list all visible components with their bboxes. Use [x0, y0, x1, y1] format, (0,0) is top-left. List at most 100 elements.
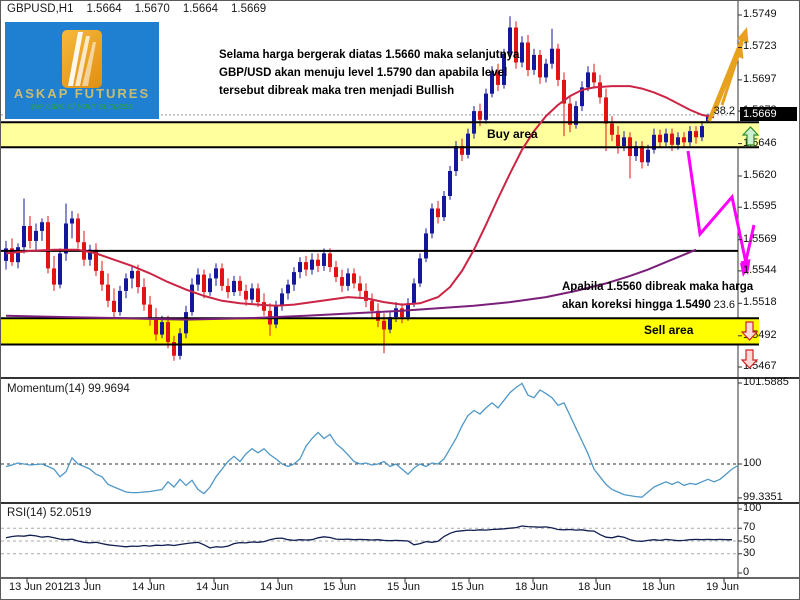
ma-slow-line [5, 248, 697, 321]
candle [382, 320, 386, 330]
candle [388, 317, 392, 330]
candle [244, 290, 248, 300]
logo-badge-icon [62, 30, 102, 88]
bullish-projection-arrows-icon [707, 27, 749, 122]
candle [706, 114, 710, 122]
candle [280, 293, 284, 306]
candle [322, 253, 326, 266]
candle [370, 300, 374, 311]
candle [46, 222, 50, 269]
rsi-indicator-label: RSI(14) 52.0519 [7, 507, 92, 519]
candle [226, 285, 230, 293]
candle [64, 223, 68, 254]
candle [364, 290, 368, 301]
candle [688, 131, 692, 143]
candle [130, 270, 134, 279]
candle [76, 218, 80, 243]
momentum-line [5, 382, 739, 498]
candle [112, 300, 116, 312]
annotation-bearish-scenario: Apabila 1.5560 dibreak maka harga akan k… [562, 281, 754, 311]
candle [142, 287, 146, 305]
bearish-projection-path-icon [686, 150, 756, 277]
candle [172, 342, 176, 356]
candle [562, 79, 566, 104]
candlestick-series [4, 16, 710, 361]
quote-high: 1.5670 [134, 3, 170, 15]
candle [496, 71, 500, 85]
candle [544, 63, 548, 78]
candle [598, 82, 602, 98]
candle [202, 274, 206, 293]
candle [616, 134, 620, 146]
candle [556, 48, 560, 80]
candle [16, 247, 20, 263]
candle [526, 42, 530, 70]
candle [514, 27, 518, 63]
annotation-bullish-scenario: Selama harga bergerak diatas 1.5660 maka… [219, 49, 520, 97]
candle [160, 322, 164, 335]
logo-tagline: we care of your success [31, 101, 133, 112]
sell-signal-down-arrow-icon [740, 321, 759, 346]
candle [196, 274, 200, 285]
candle [208, 278, 212, 293]
candle [358, 283, 362, 291]
candle [250, 288, 254, 300]
candle [574, 106, 578, 125]
candle [124, 278, 128, 291]
candle [700, 126, 704, 138]
candle [394, 308, 398, 317]
candle [298, 262, 302, 273]
candle [262, 302, 266, 311]
axis-ticks [26, 14, 742, 582]
candle [490, 71, 494, 94]
candle [214, 268, 218, 279]
panel-separators [1, 377, 799, 579]
candle [94, 249, 98, 271]
candle [646, 149, 650, 163]
symbol-period: GBPUSD,H1 [7, 3, 74, 15]
candle [22, 226, 26, 248]
candle [118, 290, 122, 313]
quote-header: GBPUSD,H1 1.5664 1.5670 1.5664 1.5669 [7, 3, 279, 15]
candle [538, 54, 542, 78]
candle [532, 54, 536, 70]
candle [106, 284, 110, 301]
quote-close: 1.5669 [231, 3, 267, 15]
candle [670, 133, 674, 145]
buy-sell-zones [1, 122, 759, 345]
candle [400, 308, 404, 317]
candle [310, 259, 314, 270]
candle [610, 123, 614, 135]
candle [568, 103, 572, 125]
candle [316, 259, 320, 266]
candle [676, 137, 680, 145]
candle [448, 171, 452, 196]
candle [4, 248, 8, 261]
rsi-level-lines [1, 527, 738, 555]
candle [10, 248, 14, 263]
candle [478, 111, 482, 120]
candle [136, 270, 140, 288]
candle [634, 146, 638, 157]
ma-fast-line [5, 85, 715, 307]
rsi-line [5, 525, 732, 549]
candle [292, 272, 296, 285]
candle [340, 277, 344, 286]
candle [286, 284, 290, 294]
fib-382-label: 38.2 [713, 105, 735, 117]
candle [586, 72, 590, 88]
candle [238, 280, 242, 291]
candle [376, 310, 380, 321]
candle [184, 312, 188, 334]
candle [550, 48, 554, 64]
candle [100, 270, 104, 285]
quote-low: 1.5664 [182, 3, 219, 15]
sell-area-label: Sell area [644, 323, 694, 337]
candle [430, 208, 434, 234]
candle [466, 133, 470, 155]
candle [442, 196, 446, 218]
sell-signal-down-arrow-icon [740, 349, 759, 374]
fib-236-label: 23.6 [713, 299, 735, 311]
